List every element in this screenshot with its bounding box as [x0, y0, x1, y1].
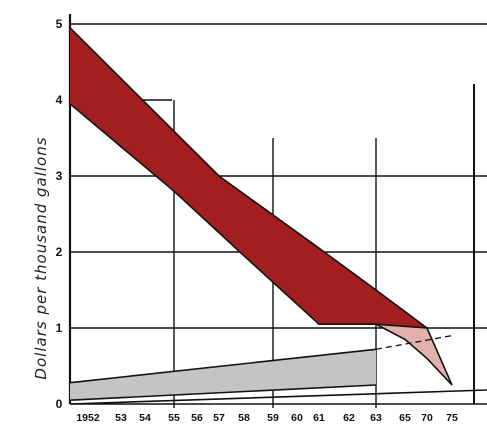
x-tick-label-65: 65 — [399, 412, 411, 424]
series-line-lower-band-top — [69, 348, 377, 384]
x-tick-label-57: 57 — [213, 412, 225, 424]
x-tick-label-55: 55 — [168, 412, 180, 424]
x-tick-label-1952: 1952 — [76, 412, 100, 424]
lower-band-area — [70, 349, 376, 401]
series-line-upper-band-projection-top — [375, 323, 453, 386]
area-layer — [70, 27, 452, 401]
y-tick-label-5: 5 — [56, 17, 63, 31]
x-axis-line — [69, 389, 487, 405]
x-tick-label-53: 53 — [115, 412, 127, 424]
line-layer — [69, 27, 453, 401]
series-line-lower-band-bottom — [69, 384, 377, 401]
series-line-upper-band-projection-bottom — [375, 323, 453, 386]
y-tick-label-4: 4 — [56, 93, 63, 107]
y-tick-label-0: 0 — [56, 397, 63, 411]
x-tick-label-62: 62 — [343, 412, 355, 424]
series-line-upper-band-bottom — [69, 103, 376, 326]
y-tick-label-2: 2 — [56, 245, 63, 259]
y-axis-label: Dollars per thousand gallons — [32, 136, 50, 379]
x-tick-label-59: 59 — [267, 412, 279, 424]
x-tick-label-70: 70 — [421, 412, 433, 424]
upper-band-projection-area — [376, 324, 452, 385]
x-tick-label-56: 56 — [191, 412, 203, 424]
series-line-upper-band-top — [69, 27, 428, 329]
x-tick-label-60: 60 — [291, 412, 303, 424]
x-tick-label-63: 63 — [370, 412, 382, 424]
y-tick-label-1: 1 — [56, 321, 63, 335]
tick-layer: 0 1 2 3 4 5 1952 53 54 55 56 57 58 59 60 61 62 63 65 70 75 — [56, 17, 458, 424]
series-line-lower-band-projection-dashed — [375, 334, 453, 350]
x-tick-label-75: 75 — [446, 412, 458, 424]
y-tick-label-3: 3 — [56, 169, 63, 183]
upper-band-area — [70, 27, 427, 329]
x-tick-label-54: 54 — [139, 412, 151, 424]
x-tick-label-61: 61 — [313, 412, 325, 424]
x-tick-label-58: 58 — [238, 412, 250, 424]
